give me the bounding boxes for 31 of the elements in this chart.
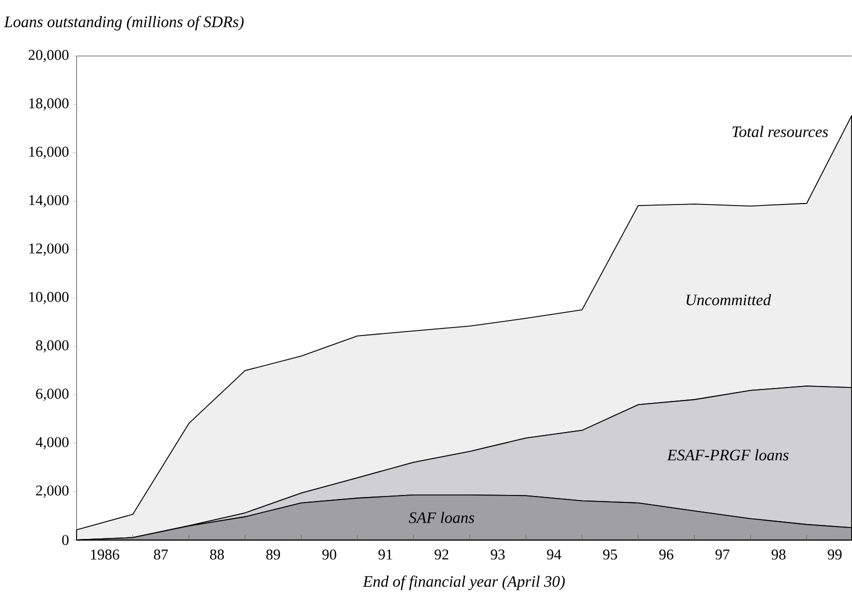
x-tick-label: 1986 (91, 550, 120, 560)
series-label: ESAF-PRGF loans (667, 449, 788, 460)
x-tick-label: 88 (210, 550, 224, 560)
y-tick-label: 2,000 (36, 485, 69, 498)
y-tick-label: 20,000 (28, 50, 69, 62)
series-label: SAF loans (408, 512, 474, 524)
x-tick-label: 87 (154, 550, 168, 560)
y-tick-label: 0 (62, 534, 69, 546)
y-tick-label: 18,000 (29, 98, 69, 111)
x-tick-label: 98 (772, 550, 786, 560)
x-tick-label: 91 (378, 550, 392, 560)
y-axis-title: Loans outstanding (millions of SDRs) (4, 16, 244, 30)
y-tick-label: 14,000 (29, 195, 69, 208)
x-tick-label: 94 (546, 550, 562, 560)
annotation: Total resources (732, 126, 828, 138)
x-tick-label: 89 (266, 550, 280, 560)
y-tick-label: 10,000 (29, 292, 69, 304)
x-tick-label: 99 (828, 550, 842, 560)
x-tick-label: 96 (659, 550, 674, 560)
x-tick-label: 93 (490, 550, 505, 560)
x-tick-label: 90 (322, 550, 336, 560)
y-tick-label: 12,000 (29, 243, 69, 256)
x-tick-label: 95 (603, 550, 618, 560)
x-axis-title: End of financial year (April 30) (362, 576, 565, 590)
series-label: Uncommitted (686, 294, 772, 306)
y-tick-label: 6,000 (36, 388, 69, 401)
y-tick-label: 8,000 (36, 340, 69, 353)
x-tick-label: 92 (434, 550, 448, 560)
y-tick-label: 4,000 (36, 437, 69, 450)
y-tick-label: 16,000 (29, 146, 69, 159)
x-tick-label: 97 (715, 550, 730, 560)
